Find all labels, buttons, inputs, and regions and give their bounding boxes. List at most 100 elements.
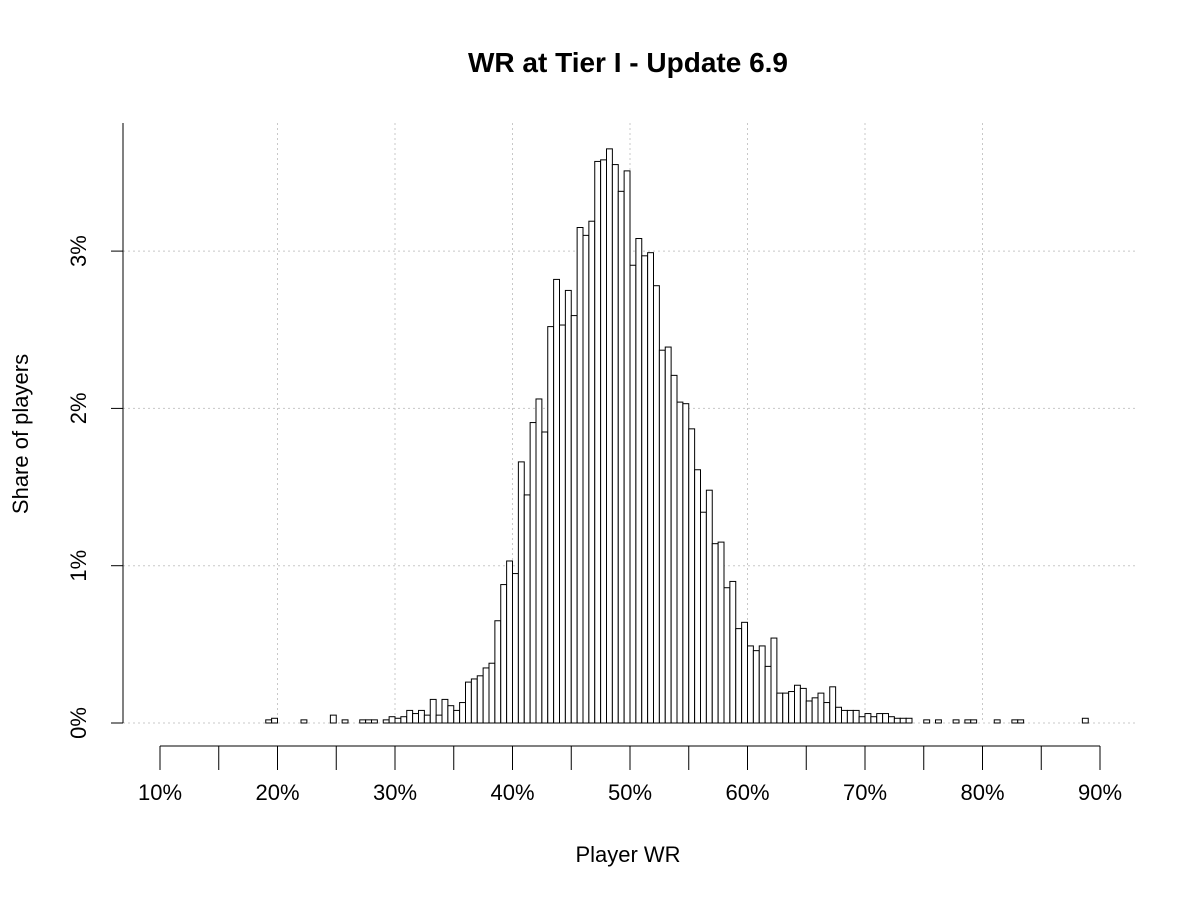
x-tick-label: 20%	[255, 780, 299, 805]
histogram-bar	[423, 714, 431, 724]
histogram-bar	[647, 252, 654, 724]
histogram-bar	[700, 511, 707, 724]
histogram-bar	[923, 719, 931, 724]
histogram-bar	[629, 264, 637, 724]
histogram-bar	[453, 709, 461, 724]
histogram-bar	[482, 667, 490, 724]
x-tick-label: 60%	[725, 780, 769, 805]
histogram-bar	[841, 709, 848, 724]
histogram-bar	[406, 709, 414, 724]
histogram-bar	[371, 719, 378, 724]
histogram-bar	[435, 714, 443, 724]
histogram-bar	[517, 461, 525, 724]
histogram-bar	[888, 716, 895, 724]
histogram-bar	[359, 719, 367, 724]
histogram-bars	[265, 148, 1089, 724]
chart-title: WR at Tier I - Update 6.9	[468, 47, 788, 78]
histogram-bar	[805, 700, 813, 724]
x-tick-label: 70%	[843, 780, 887, 805]
histogram-bar	[559, 324, 566, 724]
histogram-bar	[705, 489, 713, 724]
histogram-bar	[799, 687, 807, 724]
y-tick-label: 2%	[66, 393, 91, 425]
histogram-bar	[993, 719, 1001, 724]
histogram-bar	[594, 160, 602, 724]
histogram-bar	[611, 164, 619, 724]
histogram-bar	[329, 714, 337, 724]
y-tick-label: 0%	[66, 707, 91, 739]
x-tick-label: 90%	[1078, 780, 1122, 805]
histogram-bar	[711, 543, 719, 724]
histogram-bar	[547, 326, 555, 724]
histogram-bar	[764, 665, 772, 724]
histogram-bar	[858, 716, 866, 724]
x-tick-label: 80%	[960, 780, 1004, 805]
histogram-bar	[717, 541, 725, 724]
histogram-bar	[864, 713, 872, 724]
histogram-bar	[794, 684, 801, 724]
histogram-bar	[970, 719, 978, 724]
histogram-bar	[365, 719, 372, 724]
histogram-bar	[935, 719, 942, 724]
histogram-bar	[535, 398, 543, 724]
histogram-bar	[465, 681, 472, 724]
histogram-bar	[600, 159, 607, 724]
x-tick-label: 40%	[490, 780, 534, 805]
histogram-bar	[418, 709, 425, 724]
histogram-bar	[723, 587, 731, 724]
histogram-bar	[488, 662, 496, 724]
histogram-bar	[529, 422, 537, 724]
histogram-bar	[664, 346, 672, 724]
histogram-bar	[653, 285, 660, 724]
histogram-bar	[341, 719, 349, 724]
histogram-bar	[429, 698, 437, 724]
histogram-bar	[735, 628, 743, 724]
histogram-bar	[893, 717, 901, 724]
histogram-bar	[576, 227, 584, 724]
histogram-bar	[817, 692, 825, 724]
histogram-bar	[541, 431, 549, 724]
histogram-bar	[553, 278, 560, 724]
histogram-bar	[1017, 719, 1025, 724]
histogram-bar	[494, 620, 502, 724]
histogram-bar	[870, 716, 878, 724]
histogram-bar	[852, 709, 860, 724]
y-tick-label: 1%	[66, 550, 91, 582]
histogram-bar	[506, 560, 513, 724]
histogram-bar	[1081, 717, 1089, 724]
histogram-bar	[476, 675, 484, 724]
y-axis-label: Share of players	[8, 354, 33, 514]
histogram-bar	[658, 349, 666, 724]
histogram-bar	[300, 719, 308, 724]
x-tick-label: 30%	[373, 780, 417, 805]
histogram-bar	[470, 678, 478, 724]
histogram-bar	[564, 289, 572, 724]
histogram-bar	[688, 428, 696, 724]
histogram-bar	[523, 494, 531, 724]
histogram-bar	[676, 401, 684, 724]
histogram-bar	[876, 713, 884, 724]
histogram-bar	[459, 702, 466, 724]
histogram-bar	[782, 692, 790, 724]
histogram-bar	[905, 717, 913, 724]
histogram-bar	[1011, 719, 1019, 724]
histogram-bar	[641, 255, 649, 724]
histogram-bar	[758, 645, 766, 724]
histogram-bar	[882, 713, 889, 724]
x-axis-ticks: 10% 20% 30% 40% 50% 60% 70% 80% 90%	[138, 746, 1122, 805]
histogram-bar	[388, 716, 396, 724]
histogram-bar	[729, 580, 737, 724]
x-axis-label: Player WR	[575, 842, 680, 867]
histogram-bar	[964, 719, 972, 724]
histogram-bar	[412, 713, 419, 724]
histogram-bar	[265, 719, 273, 724]
histogram-bar	[400, 716, 408, 724]
histogram-bar	[835, 706, 842, 724]
histogram-bar	[752, 650, 760, 724]
y-axis-ticks: 0% 1% 2% 3%	[66, 235, 123, 739]
histogram-bar	[512, 573, 519, 724]
histogram-bar	[770, 637, 778, 724]
x-tick-label: 50%	[608, 780, 652, 805]
histogram-bar	[747, 645, 754, 724]
